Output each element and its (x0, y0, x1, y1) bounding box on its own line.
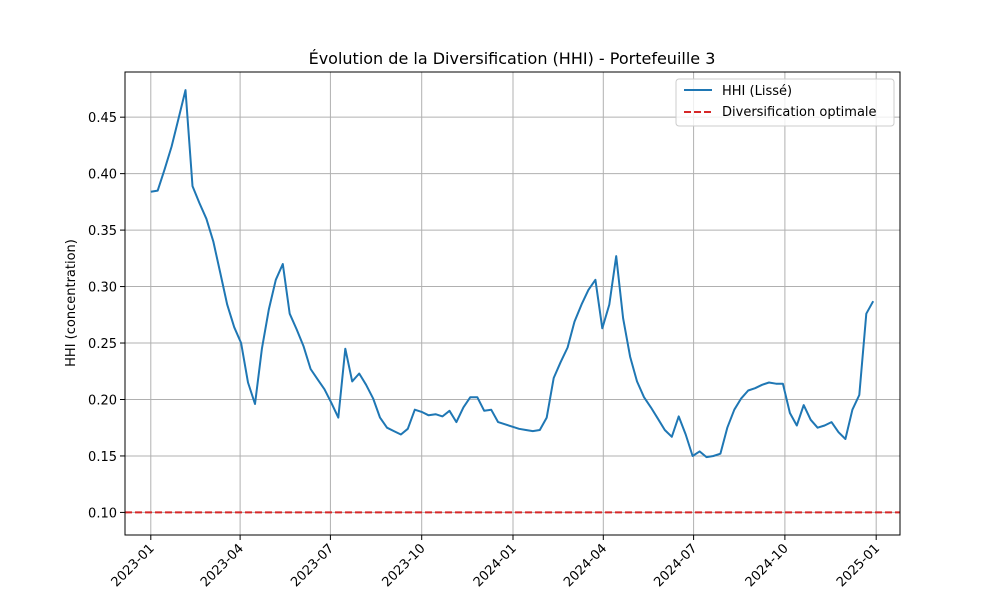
series-layer (150, 89, 875, 459)
y-tick-label: 0.20 (88, 393, 117, 408)
y-tick-label: 0.45 (88, 111, 117, 126)
y-tick-label: 0.15 (88, 450, 117, 465)
y-axis-ticks: 0.10 0.15 0.20 0.25 0.30 0.35 0.40 0.45 (88, 111, 125, 521)
y-tick-label: 0.40 (88, 168, 117, 183)
y-tick-label: 0.35 (88, 224, 117, 239)
y-tick-label: 0.30 (88, 281, 117, 296)
legend-label-optimal: Diversification optimale (722, 105, 877, 120)
y-tick-label: 0.25 (88, 337, 117, 352)
hhi-smoothed-line (150, 89, 875, 459)
chart-title: Évolution de la Diversification (HHI) - … (309, 49, 716, 68)
legend-box (675, 78, 895, 127)
y-tick-label: 0.10 (88, 506, 117, 521)
legend: HHI (Lissé) Diversification optimale (675, 78, 895, 127)
y-axis-label: HHI (concentration) (64, 239, 79, 367)
legend-label-hhi: HHI (Lissé) (722, 84, 792, 99)
